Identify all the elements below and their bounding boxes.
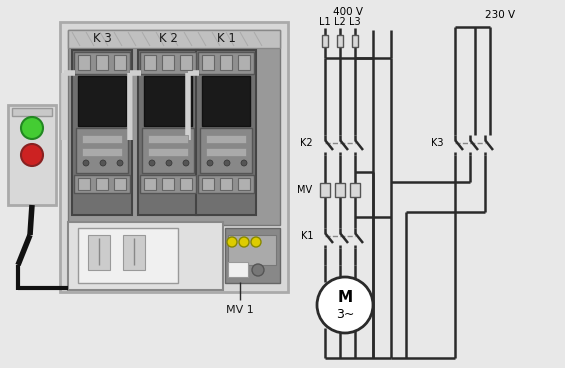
Bar [144, 76, 192, 126]
Circle shape [317, 277, 373, 333]
Circle shape [83, 160, 89, 166]
Bar [180, 178, 192, 190]
Bar [180, 55, 192, 70]
Bar [78, 178, 90, 190]
Bar [322, 35, 328, 47]
Bar [68, 222, 223, 290]
Circle shape [239, 237, 249, 247]
Text: K 1: K 1 [216, 32, 236, 45]
Bar [225, 228, 280, 283]
Bar [220, 178, 232, 190]
Text: K3: K3 [431, 138, 443, 148]
Bar [350, 183, 360, 197]
Circle shape [227, 237, 237, 247]
Circle shape [149, 160, 155, 166]
Text: M: M [337, 290, 353, 304]
Bar [228, 235, 276, 265]
Text: 3~: 3~ [336, 308, 354, 321]
Bar [202, 178, 214, 190]
Bar [74, 175, 130, 193]
Bar [202, 76, 250, 126]
Text: 400 V: 400 V [333, 7, 363, 17]
Text: MV: MV [297, 185, 312, 195]
Bar [142, 128, 194, 173]
Bar [148, 135, 188, 143]
Bar [78, 76, 126, 126]
Circle shape [252, 264, 264, 276]
Bar [96, 178, 108, 190]
Circle shape [241, 160, 247, 166]
Bar [335, 183, 345, 197]
Text: K1: K1 [301, 231, 313, 241]
Bar [352, 35, 358, 47]
Circle shape [183, 160, 189, 166]
Bar [78, 228, 178, 283]
Bar [202, 55, 214, 70]
Circle shape [207, 160, 213, 166]
Bar [68, 30, 280, 48]
Bar [72, 50, 132, 215]
Bar [123, 235, 145, 270]
Text: 230 V: 230 V [485, 10, 515, 20]
Text: MV 1: MV 1 [226, 305, 254, 315]
Bar [238, 178, 250, 190]
Bar [114, 178, 126, 190]
Bar [320, 183, 330, 197]
Bar [206, 135, 246, 143]
Bar [12, 108, 52, 116]
Bar [96, 55, 108, 70]
Bar [220, 55, 232, 70]
Circle shape [166, 160, 172, 166]
Bar [162, 178, 174, 190]
Circle shape [100, 160, 106, 166]
Bar [138, 50, 198, 215]
Circle shape [21, 144, 43, 166]
Bar [144, 55, 156, 70]
Bar [337, 35, 343, 47]
Bar [74, 52, 130, 74]
Text: L1: L1 [319, 17, 331, 27]
Circle shape [21, 117, 43, 139]
Bar [196, 50, 256, 215]
Text: K2: K2 [301, 138, 313, 148]
Circle shape [251, 237, 261, 247]
Bar [82, 135, 122, 143]
Bar [140, 175, 196, 193]
Text: L2: L2 [334, 17, 346, 27]
Bar [76, 128, 128, 173]
Text: K 2: K 2 [159, 32, 177, 45]
Text: L3: L3 [349, 17, 361, 27]
Bar [68, 30, 280, 225]
Bar [144, 178, 156, 190]
Bar [148, 148, 188, 156]
Bar [198, 175, 254, 193]
Bar [238, 55, 250, 70]
Circle shape [117, 160, 123, 166]
Circle shape [224, 160, 230, 166]
Bar [78, 55, 90, 70]
Text: K 3: K 3 [93, 32, 111, 45]
Bar [228, 262, 248, 277]
Bar [140, 52, 196, 74]
Bar [162, 55, 174, 70]
Bar [82, 148, 122, 156]
Bar [88, 235, 110, 270]
Bar [114, 55, 126, 70]
Bar [8, 105, 56, 205]
Bar [200, 128, 252, 173]
Bar [198, 52, 254, 74]
Bar [60, 22, 288, 292]
Bar [206, 148, 246, 156]
